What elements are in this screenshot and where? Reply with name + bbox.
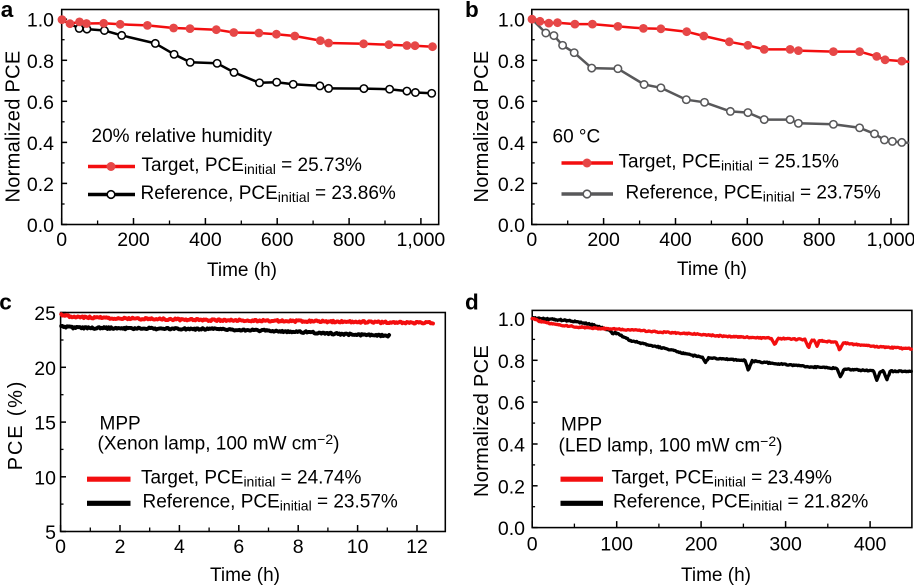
svg-text:Time (h): Time (h) [210, 565, 280, 586]
svg-text:0.8: 0.8 [27, 51, 54, 73]
svg-text:6: 6 [233, 536, 244, 558]
svg-text:Normalized PCE: Normalized PCE [3, 50, 25, 202]
svg-text:Reference, PCEinitial = 21.82%: Reference, PCEinitial = 21.82% [613, 492, 868, 514]
svg-text:Normalized PCE: Normalized PCE [471, 50, 493, 202]
svg-text:Time (h): Time (h) [677, 259, 747, 280]
svg-text:0.4: 0.4 [498, 133, 525, 155]
svg-text:Target, PCEinitial = 24.74%: Target, PCEinitial = 24.74% [141, 468, 362, 490]
svg-text:300: 300 [769, 533, 802, 555]
svg-text:200: 200 [117, 229, 150, 251]
svg-text:b: b [465, 0, 479, 22]
svg-text:PCE (%): PCE (%) [5, 380, 27, 470]
svg-text:Target, PCEinitial = 25.15%: Target, PCEinitial = 25.15% [619, 152, 840, 174]
svg-text:0.0: 0.0 [27, 215, 54, 237]
svg-text:0.6: 0.6 [498, 92, 525, 114]
svg-text:(LED lamp, 100 mW cm−2): (LED lamp, 100 mW cm−2) [559, 433, 783, 457]
svg-text:c: c [0, 290, 12, 315]
svg-text:1.0: 1.0 [498, 10, 525, 32]
svg-text:0.0: 0.0 [498, 215, 525, 237]
svg-text:0.2: 0.2 [498, 174, 525, 196]
svg-text:0.6: 0.6 [27, 92, 54, 114]
svg-text:1,000: 1,000 [396, 229, 445, 251]
svg-text:600: 600 [731, 229, 764, 251]
svg-text:600: 600 [261, 229, 294, 251]
svg-text:0.2: 0.2 [498, 476, 525, 498]
svg-text:10: 10 [34, 467, 56, 489]
svg-text:0.8: 0.8 [498, 351, 525, 373]
svg-text:0: 0 [527, 533, 538, 555]
svg-text:15: 15 [34, 413, 56, 435]
svg-text:10: 10 [347, 536, 369, 558]
svg-text:Reference, PCEinitial = 23.75%: Reference, PCEinitial = 23.75% [626, 183, 881, 205]
svg-text:0: 0 [56, 229, 67, 251]
svg-text:4: 4 [174, 536, 185, 558]
svg-text:Normalized PCE: Normalized PCE [471, 345, 493, 497]
svg-text:200: 200 [587, 229, 620, 251]
svg-text:800: 800 [333, 229, 366, 251]
svg-text:0: 0 [526, 229, 537, 251]
svg-text:1.0: 1.0 [27, 10, 54, 32]
svg-text:Reference, PCEinitial = 23.86%: Reference, PCEinitial = 23.86% [141, 183, 396, 205]
svg-text:a: a [1, 0, 14, 22]
svg-text:1,000: 1,000 [867, 229, 914, 251]
svg-text:400: 400 [189, 229, 222, 251]
svg-text:0: 0 [55, 536, 66, 558]
svg-text:0.8: 0.8 [498, 51, 525, 73]
svg-text:60 °C: 60 °C [553, 127, 601, 148]
svg-text:Reference, PCEinitial = 23.57%: Reference, PCEinitial = 23.57% [143, 492, 398, 514]
svg-text:1.0: 1.0 [498, 309, 525, 331]
svg-text:5: 5 [45, 522, 56, 544]
svg-text:Target, PCEinitial = 23.49%: Target, PCEinitial = 23.49% [612, 468, 833, 490]
svg-text:200: 200 [685, 533, 718, 555]
svg-text:20: 20 [34, 358, 56, 380]
svg-text:2: 2 [115, 536, 126, 558]
svg-text:12: 12 [406, 536, 428, 558]
svg-text:8: 8 [293, 536, 304, 558]
svg-text:Target, PCEinitial = 25.73%: Target, PCEinitial = 25.73% [142, 155, 363, 177]
svg-text:Time (h): Time (h) [207, 260, 277, 281]
svg-text:20% relative humidity: 20% relative humidity [92, 126, 273, 147]
svg-text:0.0: 0.0 [498, 518, 525, 540]
svg-text:0.6: 0.6 [498, 393, 525, 415]
svg-text:800: 800 [803, 229, 836, 251]
svg-text:d: d [465, 290, 479, 315]
svg-text:MPP: MPP [100, 414, 141, 435]
svg-text:400: 400 [659, 229, 692, 251]
svg-text:MPP: MPP [561, 415, 602, 436]
svg-text:(Xenon lamp, 100 mW cm−2): (Xenon lamp, 100 mW cm−2) [98, 431, 340, 455]
svg-text:0.4: 0.4 [27, 133, 54, 155]
svg-text:400: 400 [854, 533, 887, 555]
svg-text:0.4: 0.4 [498, 435, 525, 457]
svg-text:100: 100 [600, 533, 633, 555]
svg-text:0.2: 0.2 [27, 174, 54, 196]
svg-text:Time (h): Time (h) [681, 565, 751, 586]
svg-text:25: 25 [34, 303, 56, 325]
